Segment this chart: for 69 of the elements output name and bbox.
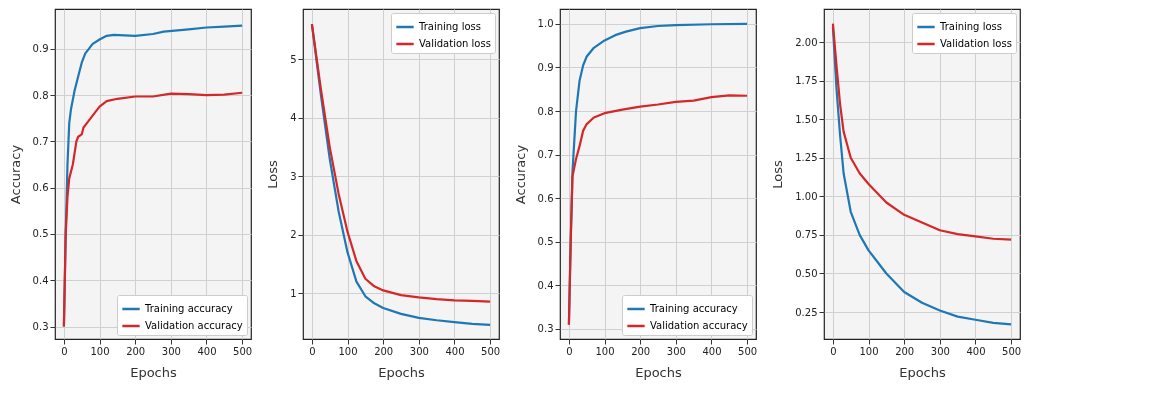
x-axis-title: Epochs — [130, 364, 178, 380]
x-tick-label: 100 — [90, 345, 110, 357]
legend-label: Validation loss — [940, 38, 1012, 49]
x-tick-label: 200 — [895, 345, 915, 357]
legend-label: Training loss — [418, 21, 481, 32]
y-tick-label: 0.4 — [32, 274, 49, 286]
y-tick-label: 0.5 — [537, 236, 554, 248]
y-tick-label: 1.75 — [795, 75, 818, 87]
y-axis-title: Accuracy — [512, 144, 528, 205]
y-tick-label: 0.6 — [32, 182, 49, 194]
x-tick-label: 100 — [859, 345, 879, 357]
legend-label: Training accuracy — [144, 303, 233, 314]
x-tick-label: 400 — [966, 345, 986, 357]
x-tick-label: 0 — [566, 345, 573, 357]
legend-label: Validation loss — [419, 38, 491, 49]
x-tick-label: 300 — [930, 345, 950, 357]
x-tick-label: 200 — [631, 345, 651, 357]
x-tick-label: 500 — [1002, 345, 1022, 357]
y-tick-label: 1 — [290, 287, 297, 299]
x-tick-label: 300 — [161, 345, 181, 357]
legend-label: Validation accuracy — [145, 320, 243, 331]
x-tick-label: 300 — [666, 345, 686, 357]
legend-label: Training accuracy — [649, 303, 738, 314]
y-axis-title: Loss — [770, 160, 786, 189]
y-tick-label: 0.75 — [795, 229, 818, 241]
line-series — [831, 22, 1013, 241]
y-tick-label: 1.50 — [795, 113, 818, 125]
x-tick-label: 500 — [738, 345, 758, 357]
y-tick-label: 2 — [290, 229, 297, 241]
y-tick-label: 0.9 — [537, 61, 554, 73]
x-tick-label: 200 — [126, 345, 146, 357]
y-tick-label: 0.25 — [795, 306, 818, 318]
legend-label: Validation accuracy — [650, 320, 748, 331]
y-tick-label: 0.7 — [537, 149, 554, 161]
x-axis-title: Epochs — [635, 364, 683, 380]
y-tick-label: 0.4 — [537, 279, 554, 291]
x-tick-label: 500 — [233, 345, 253, 357]
y-tick-label: 4 — [290, 112, 297, 124]
x-tick-label: 100 — [595, 345, 615, 357]
y-tick-label: 1.0 — [537, 18, 554, 30]
x-tick-label: 100 — [338, 345, 358, 357]
y-tick-label: 2.00 — [795, 36, 818, 48]
y-tick-label: 0.9 — [32, 43, 49, 55]
x-tick-label: 0 — [61, 345, 68, 357]
x-tick-label: 0 — [309, 345, 316, 357]
y-tick-label: 3 — [290, 170, 297, 182]
legend-label: Training loss — [939, 21, 1002, 32]
x-axis-title: Epochs — [378, 364, 426, 380]
y-tick-label: 0.5 — [32, 228, 49, 240]
y-tick-label: 0.8 — [32, 89, 49, 101]
y-tick-label: 0.3 — [537, 323, 554, 335]
y-tick-label: 1.00 — [795, 190, 818, 202]
y-tick-label: 1.25 — [795, 152, 818, 164]
x-tick-label: 500 — [481, 345, 501, 357]
x-tick-label: 0 — [830, 345, 837, 357]
x-tick-label: 300 — [409, 345, 429, 357]
y-tick-label: 0.3 — [32, 321, 49, 332]
y-tick-label: 0.8 — [537, 105, 554, 117]
x-tick-label: 400 — [197, 345, 217, 357]
y-axis-title: Loss — [265, 160, 281, 189]
x-axis-title: Epochs — [899, 364, 947, 380]
y-tick-label: 5 — [290, 53, 297, 65]
y-tick-label: 0.6 — [537, 192, 554, 204]
y-tick-label: 0.7 — [32, 135, 49, 147]
y-axis-title: Accuracy — [7, 144, 23, 205]
x-tick-label: 400 — [702, 345, 722, 357]
y-tick-label: 0.50 — [795, 267, 818, 279]
x-tick-label: 400 — [445, 345, 465, 357]
x-tick-label: 200 — [374, 345, 394, 357]
